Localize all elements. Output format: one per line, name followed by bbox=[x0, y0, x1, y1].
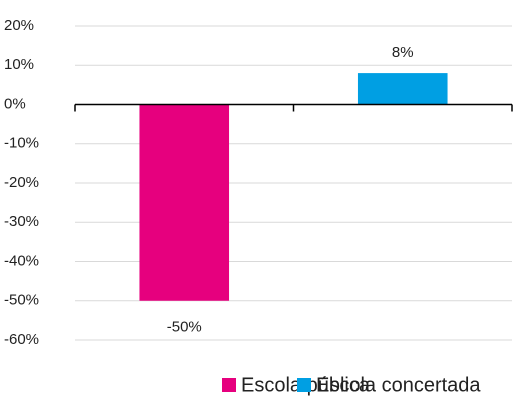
value-label: 8% bbox=[392, 44, 414, 61]
value-label: -50% bbox=[167, 319, 202, 336]
y-tick-label: -30% bbox=[4, 213, 39, 230]
y-tick-label: 10% bbox=[4, 56, 34, 73]
y-tick-label: -50% bbox=[4, 292, 39, 309]
y-tick-label: -40% bbox=[4, 252, 39, 269]
y-tick-label: -10% bbox=[4, 135, 39, 152]
y-tick-label: 0% bbox=[4, 95, 26, 112]
bar bbox=[357, 73, 448, 105]
legend-label: Escola concertada bbox=[316, 374, 481, 396]
legend-swatch bbox=[222, 378, 236, 392]
y-tick-label: -20% bbox=[4, 174, 39, 191]
y-tick-label: -60% bbox=[4, 331, 39, 348]
bar bbox=[139, 104, 230, 301]
y-tick-label: 20% bbox=[4, 17, 34, 34]
legend-swatch bbox=[297, 378, 311, 392]
